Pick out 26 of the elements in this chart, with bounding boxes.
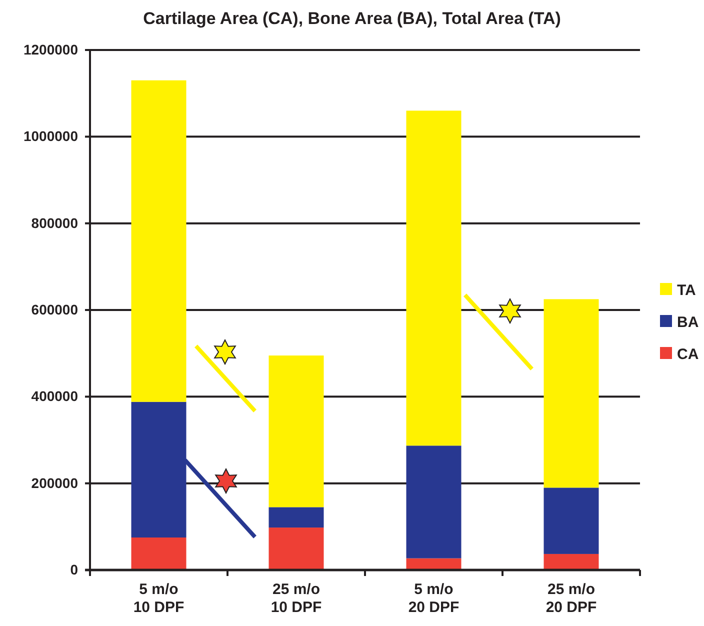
bar [406,558,462,570]
bar [268,528,324,570]
y-tick-label: 1000000 [23,128,78,144]
bar [268,507,324,528]
legend-label: CA [677,346,699,363]
y-tick-label: 400000 [31,388,78,404]
bar [406,110,462,446]
legend-label: TA [677,282,696,299]
y-tick-label: 800000 [31,214,78,231]
bar [544,554,599,570]
x-tick-label: 25 m/o 10 DPF [270,581,322,616]
y-tick-label: 0 [70,561,78,578]
x-tick-label: 5 m/o 10 DPF [133,581,184,616]
bar [131,538,186,570]
y-tick-label: 600000 [31,301,78,318]
x-tick-label: 5 m/o 20 DPF [408,581,460,616]
legend-label: BA [677,314,699,331]
bar [268,356,324,508]
y-tick-label: 1200000 [23,41,78,58]
chart-title: Cartilage Area (CA), Bone Area (BA), Total Area (TA) [143,9,561,28]
x-tick-label: 25 m/o 20 DPF [546,581,597,616]
bar [131,80,186,402]
bar [544,488,599,554]
y-tick-label: 200000 [31,474,78,491]
bar [406,446,462,558]
bar [544,299,599,488]
